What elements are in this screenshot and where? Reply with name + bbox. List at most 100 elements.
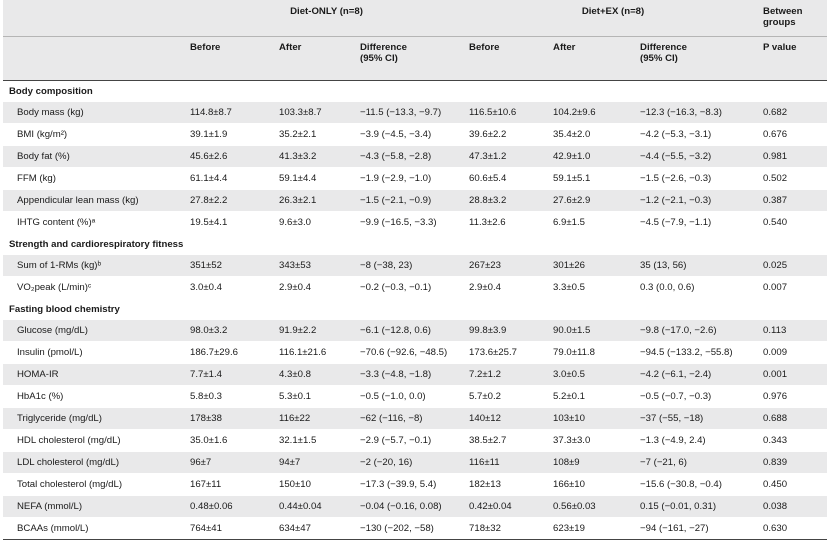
table-cell: −11.5 (−13.3, −9.7) <box>354 102 464 124</box>
table-cell: −4.2 (−5.3, −3.1) <box>634 123 758 146</box>
table-row: HDL cholesterol (mg/dL) 35.0±1.6 32.1±1.5−… <box>3 429 828 452</box>
table-cell: 0.839 <box>757 451 828 474</box>
table-row: HOMA-IR 7.7±1.4 4.3±0.8 −3.3 (−4.8, −1.8) 7.… <box>3 363 828 386</box>
table-cell: 0.976 <box>757 385 828 408</box>
row-label: Appendicular lean mass (kg) <box>3 189 184 212</box>
section-title: Body composition <box>3 80 828 102</box>
table-cell: 104.2±9.6 <box>547 102 635 124</box>
table-cell: 79.0±11.8 <box>547 341 635 364</box>
table-cell: 47.3±1.2 <box>463 145 548 168</box>
col-header-blank <box>3 36 184 81</box>
table-cell: 0.009 <box>757 341 828 364</box>
table-cell: 0.007 <box>757 276 828 299</box>
table-cell: 28.8±3.2 <box>463 189 548 212</box>
table-cell: −9.9 (−16.5, −3.3) <box>354 211 464 234</box>
table-row: FFM (kg) 61.1±4.4 59.1±4.4 −1.9 (−2.9, −1.0… <box>3 167 828 190</box>
table-cell: −94 (−161, −27) <box>634 517 758 540</box>
table-cell: 0.3 (0.0, 0.6) <box>634 276 758 299</box>
table-row: Insulin (pmol/L) 186.7±29.6 116.1±21.6 −70.… <box>3 341 828 364</box>
table-cell: 94±7 <box>273 451 354 474</box>
section-title: Fasting blood chemistry <box>3 298 828 320</box>
row-label: BMI (kg/m²) <box>3 123 184 146</box>
table-row: Appendicular lean mass (kg) 27.8±2.2 26.3±… <box>3 189 828 212</box>
table-cell: 0.113 <box>757 320 828 342</box>
group-header-row: Diet-ONLY (n=8) Diet+EX (n=8) Between gr… <box>3 0 828 37</box>
col-header-diff-1: Difference (95% CI) <box>354 36 464 81</box>
col-header-before-1: Before <box>184 36 273 81</box>
table-cell: 90.0±1.5 <box>547 320 635 342</box>
section-header-row: Fasting blood chemistry <box>3 298 828 320</box>
table-cell: 9.6±3.0 <box>273 211 354 234</box>
row-label: Total cholesterol (mg/dL) <box>3 473 184 496</box>
group-header-between: Between groups <box>757 0 828 37</box>
table-cell: 11.3±2.6 <box>463 211 548 234</box>
table-cell: −9.8 (−17.0, −2.6) <box>634 320 758 342</box>
table-cell: 98.0±3.2 <box>184 320 273 342</box>
row-label: Body fat (%) <box>3 145 184 168</box>
table-cell: 0.981 <box>757 145 828 168</box>
table-cell: 0.676 <box>757 123 828 146</box>
table-cell: 41.3±3.2 <box>273 145 354 168</box>
table-row: BCAAs (mmol/L) 764±41 634±47 −130 (−202, −5… <box>3 517 828 540</box>
table-cell: 267±23 <box>463 255 548 277</box>
table-cell: 7.7±1.4 <box>184 363 273 386</box>
col-header-diff-2-label: Difference (95% CI) <box>640 42 687 64</box>
table-cell: 0.56±0.03 <box>547 495 635 518</box>
col-header-diff-2: Difference (95% CI) <box>634 36 758 81</box>
table-cell: 116.5±10.6 <box>463 102 548 124</box>
table-row: NEFA (mmol/L) 0.48±0.06 0.44±0.04 −0.04 (−0… <box>3 495 828 518</box>
table-cell: 103.3±8.7 <box>273 102 354 124</box>
table-cell: 166±10 <box>547 473 635 496</box>
table-cell: 343±53 <box>273 255 354 277</box>
table-cell: 38.5±2.7 <box>463 429 548 452</box>
table-cell: −7 (−21, 6) <box>634 451 758 474</box>
table-cell: 116±22 <box>273 407 354 430</box>
table-cell: 108±9 <box>547 451 635 474</box>
row-label: Glucose (mg/dL) <box>3 320 184 342</box>
table-cell: −4.2 (−6.1, −2.4) <box>634 363 758 386</box>
table-cell: 4.3±0.8 <box>273 363 354 386</box>
column-header-row: Before After Difference (95% CI) Before … <box>3 36 828 81</box>
table-cell: 3.0±0.4 <box>184 276 273 299</box>
table-cell: −70.6 (−92.6, −48.5) <box>354 341 464 364</box>
table-cell: 5.7±0.2 <box>463 385 548 408</box>
header-blank <box>3 0 184 37</box>
row-label: Body mass (kg) <box>3 102 184 124</box>
table-cell: 35 (13, 56) <box>634 255 758 277</box>
table-cell: −2.9 (−5.7, −0.1) <box>354 429 464 452</box>
table-cell: 5.8±0.3 <box>184 385 273 408</box>
table-cell: 0.450 <box>757 473 828 496</box>
table-row: BMI (kg/m²) 39.1±1.9 35.2±2.1 −3.9 (−4.5, −… <box>3 123 828 146</box>
table-row: HbA1c (%) 5.8±0.3 5.3±0.1 −0.5 (−1.0, 0.0) 5… <box>3 385 828 408</box>
table-cell: 2.9±0.4 <box>463 276 548 299</box>
table-cell: 0.025 <box>757 255 828 277</box>
table-cell: 59.1±4.4 <box>273 167 354 190</box>
table-cell: 0.42±0.04 <box>463 495 548 518</box>
table-cell: 351±52 <box>184 255 273 277</box>
table-row: Triglyceride (mg/dL) 178±38 116±22 −62 (−11… <box>3 407 828 430</box>
table-cell: −1.5 (−2.1, −0.9) <box>354 189 464 212</box>
table-cell: 103±10 <box>547 407 635 430</box>
table-cell: 764±41 <box>184 517 273 540</box>
row-label: Triglyceride (mg/dL) <box>3 407 184 430</box>
table-cell: 32.1±1.5 <box>273 429 354 452</box>
table-cell: 167±11 <box>184 473 273 496</box>
table-row: VO₂peak (L/min)ᶜ 3.0±0.4 2.9±0.4 −0.2 (−0.3… <box>3 276 828 299</box>
table-cell: −0.5 (−0.7, −0.3) <box>634 385 758 408</box>
table-row: Sum of 1-RMs (kg)ᵇ 351±52 343±53 −8 (−38, 2… <box>3 255 828 277</box>
table-cell: 26.3±2.1 <box>273 189 354 212</box>
row-label: HOMA-IR <box>3 363 184 386</box>
table-body: Body composition Body mass (kg) 114.8±8.7 1… <box>3 80 828 540</box>
table-cell: −0.5 (−1.0, 0.0) <box>354 385 464 408</box>
table-cell: −62 (−116, −8) <box>354 407 464 430</box>
table-cell: 19.5±4.1 <box>184 211 273 234</box>
table-cell: 0.688 <box>757 407 828 430</box>
table-cell: −12.3 (−16.3, −8.3) <box>634 102 758 124</box>
table-row: LDL cholesterol (mg/dL) 96±7 94±7 −2 (−20, … <box>3 451 828 474</box>
table-cell: 0.44±0.04 <box>273 495 354 518</box>
section-title: Strength and cardiorespiratory fitness <box>3 233 828 255</box>
table-cell: 3.0±0.5 <box>547 363 635 386</box>
table-cell: 0.682 <box>757 102 828 124</box>
table-cell: 45.6±2.6 <box>184 145 273 168</box>
row-label: BCAAs (mmol/L) <box>3 517 184 540</box>
